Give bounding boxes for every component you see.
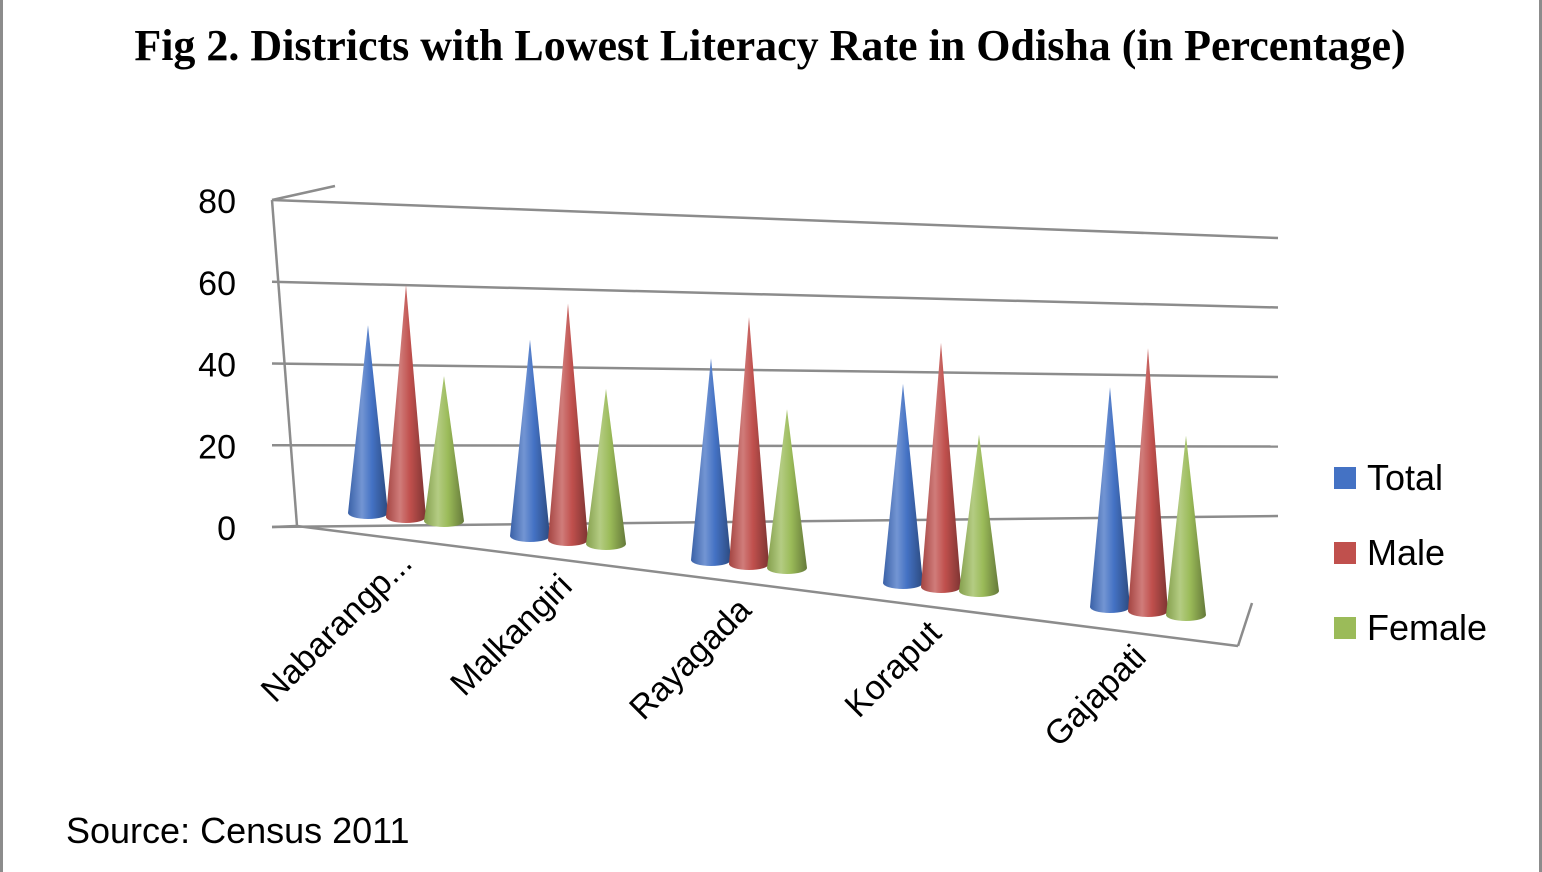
gridline: [271, 444, 1279, 448]
source-note: Source: Census 2011: [66, 810, 410, 851]
floor-left-edge: [271, 524, 298, 529]
x-tick-label: Malkangiri: [443, 567, 579, 703]
cone-female: [959, 434, 999, 597]
x-tick-label: Gajapati: [1037, 638, 1153, 754]
cone-total: [883, 383, 923, 589]
legend-swatch-total: [1334, 467, 1356, 489]
cone-female: [586, 388, 626, 550]
gridline: [271, 198, 1279, 240]
chart-title: Fig 2. Districts with Lowest Literacy Ra…: [134, 21, 1406, 70]
gridline: [271, 362, 1279, 379]
cone-female: [1166, 435, 1206, 621]
cone-male: [1128, 348, 1168, 617]
gridline: [271, 280, 1279, 309]
y-tick-label: 60: [198, 265, 236, 303]
legend-swatch-female: [1334, 617, 1356, 639]
cone-female: [767, 409, 807, 574]
floor-right-edge: [1236, 602, 1254, 647]
cone-male: [729, 316, 769, 570]
cone-male: [386, 284, 426, 523]
cone-total: [1090, 387, 1130, 613]
cone-male: [548, 303, 588, 546]
y-tick-label: 40: [198, 347, 236, 385]
cone-female: [424, 376, 464, 527]
cone-total: [691, 358, 731, 566]
y-tick-label: 80: [198, 183, 236, 221]
legend-label-female: Female: [1367, 607, 1487, 648]
y-axis-wall: [270, 199, 299, 527]
legend-label-male: Male: [1367, 532, 1445, 573]
legend-label-total: Total: [1367, 457, 1443, 498]
x-tick-label: Rayagada: [622, 591, 759, 728]
floor-front-edge: [296, 524, 1239, 648]
cone-male: [921, 342, 961, 593]
x-tick-label: Nabarangp...: [254, 544, 420, 710]
cone-total: [510, 339, 550, 542]
x-tick-label: Koraput: [838, 613, 949, 724]
cone-total: [348, 325, 388, 519]
legend-swatch-male: [1334, 542, 1356, 564]
wall-top-edge: [271, 184, 336, 202]
y-tick-label: 0: [217, 510, 236, 548]
y-tick-label: 20: [198, 428, 236, 466]
